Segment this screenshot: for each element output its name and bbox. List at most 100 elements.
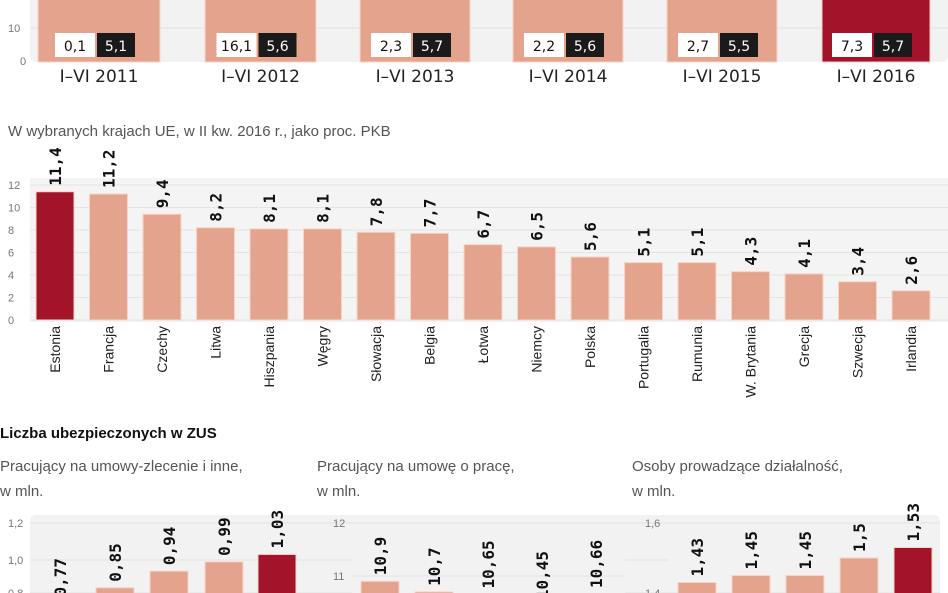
bar-value-label: 1,45: [742, 531, 761, 570]
y-tick: 0,8: [8, 588, 23, 593]
bar: [677, 582, 717, 593]
bar: [95, 587, 135, 593]
country-label: Słowacja: [368, 326, 384, 382]
bar: [891, 290, 931, 321]
bar-value-label: 8,1: [260, 194, 279, 223]
bar: [356, 231, 396, 321]
chart-subtitle: w mln.: [0, 483, 43, 500]
y-tick: 12: [8, 180, 20, 192]
y-tick: 1,4: [645, 588, 660, 593]
bar-value-label: 11,2: [100, 149, 119, 188]
value-box: [566, 33, 604, 57]
country-label: Węgry: [315, 326, 331, 366]
eu-chart-subtitle: W wybranych krajach UE, w II kw. 2016 r.…: [8, 123, 391, 140]
bar-value-label: 7,3: [841, 39, 863, 55]
bar-value-label: 8,2: [207, 193, 226, 222]
bar: [731, 575, 771, 593]
y-tick: 0: [8, 315, 14, 327]
category-label: I–VI 2011: [60, 67, 139, 87]
bar: [838, 281, 877, 321]
y-tick: 11: [333, 571, 344, 583]
bar-value-label: 5,1: [688, 228, 707, 257]
bar-value-label: 0,99: [215, 517, 234, 556]
category-label: I–VI 2015: [683, 67, 762, 87]
value-box: [258, 33, 297, 57]
top-chart-panel: [30, 0, 948, 62]
bar: [517, 246, 556, 321]
category-label: I–VI 2014: [529, 67, 608, 87]
y-tick: 1,6: [645, 518, 660, 530]
bar-value-label: 10,45: [533, 551, 552, 593]
category-label: I–VI 2012: [221, 67, 300, 87]
value-box: [678, 33, 718, 57]
chart-subtitle: Pracujący na umowy-zlecenie i inne,: [0, 458, 243, 475]
country-label: Grecja: [796, 326, 812, 367]
value-box: [371, 33, 411, 57]
bar-value-label: 10,7: [425, 547, 444, 586]
bar-value-label: 2,7: [687, 39, 709, 55]
bar-value-label: 6,5: [528, 212, 547, 241]
country-label: Niemcy: [529, 326, 545, 373]
bar-value-label: 10,65: [479, 540, 498, 588]
category-label: I–VI 2013: [376, 67, 455, 87]
chart-panel: [352, 515, 625, 593]
y-tick: 1,2: [8, 518, 23, 530]
bar: [731, 271, 770, 321]
y-tick: 10: [8, 203, 20, 215]
value-box: [413, 33, 451, 57]
bar-value-label: 0,1: [64, 39, 86, 55]
bar: [677, 262, 717, 321]
bar: [204, 561, 244, 593]
y-tick: 8: [8, 225, 14, 237]
chart-subtitle: w mln.: [631, 483, 675, 500]
bar: [410, 232, 449, 321]
bar: [624, 262, 663, 321]
bar-value-label: 1,43: [688, 538, 707, 577]
bar-value-label: 10,66: [587, 540, 606, 588]
bar-value-label: 5,6: [266, 39, 288, 55]
bar: [249, 228, 289, 321]
bar-value-label: 7,7: [421, 198, 440, 227]
bar: [463, 244, 503, 321]
value-box: [524, 33, 564, 57]
value-box: [55, 33, 95, 57]
bar: [149, 570, 189, 593]
bar: [839, 557, 879, 593]
category-label: I–VI 2016: [837, 67, 916, 87]
y-tick: 0: [20, 56, 26, 68]
zus-section-title: Liczba ubezpieczonych w ZUS: [0, 425, 217, 442]
bar-value-label: 1,53: [904, 503, 923, 542]
bar-value-label: 3,4: [849, 247, 868, 276]
bar-value-label: 1,45: [796, 531, 815, 570]
country-label: Hiszpania: [261, 326, 277, 388]
y-tick: 4: [8, 270, 14, 282]
bar-value-label: 6,7: [474, 210, 493, 239]
bar: [89, 193, 128, 321]
country-label: Portugalia: [636, 326, 652, 389]
country-label: Polska: [582, 326, 598, 368]
bar-value-label: 4,3: [742, 237, 761, 266]
bar-value-label: 0,94: [160, 527, 179, 566]
bar-value-label: 0,85: [106, 543, 125, 582]
chart-subtitle: Pracujący na umowę o pracę,: [317, 458, 515, 475]
value-box: [720, 33, 758, 57]
country-label: Czechy: [154, 326, 170, 373]
country-label: Irlandia: [903, 326, 919, 372]
bar-value-label: 10,9: [371, 537, 390, 576]
chart-subtitle: Osoby prowadzące działalność,: [632, 458, 843, 475]
bar-value-label: 5,1: [635, 228, 654, 257]
y-tick: 12: [333, 518, 345, 530]
country-label: Francja: [101, 326, 117, 373]
country-label: Szwecja: [850, 326, 866, 378]
value-box: [874, 33, 912, 57]
bar-value-label: 5,7: [421, 39, 443, 55]
y-tick: 10: [8, 23, 20, 35]
bar-value-label: 5,7: [882, 39, 904, 55]
country-label: Estonia: [47, 326, 63, 373]
value-box: [216, 33, 257, 57]
bar: [785, 575, 825, 593]
bar: [360, 580, 400, 593]
bar-value-label: 2,6: [902, 256, 921, 285]
bar: [893, 547, 933, 593]
bar: [142, 213, 182, 321]
